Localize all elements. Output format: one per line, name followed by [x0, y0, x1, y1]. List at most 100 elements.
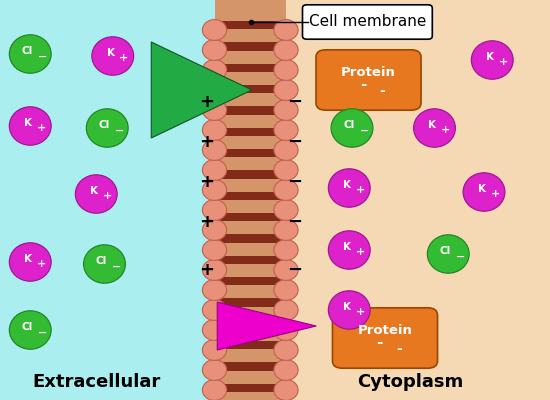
Text: +: + [499, 58, 508, 68]
Ellipse shape [328, 291, 370, 329]
Text: +: + [103, 192, 112, 202]
Text: +: + [356, 247, 365, 258]
Ellipse shape [274, 220, 298, 240]
Ellipse shape [471, 41, 513, 79]
Text: Cytoplasm: Cytoplasm [356, 373, 463, 391]
Ellipse shape [274, 380, 298, 400]
Bar [0, 0, 250, 400]
Ellipse shape [414, 109, 455, 147]
Ellipse shape [202, 40, 227, 60]
Bar [218, 298, 283, 307]
Ellipse shape [274, 40, 298, 60]
Bar [218, 106, 283, 115]
Ellipse shape [274, 160, 298, 180]
Bar [218, 362, 283, 371]
Text: K: K [107, 48, 114, 58]
Text: K: K [90, 186, 98, 196]
Ellipse shape [274, 300, 298, 320]
Text: −: − [287, 261, 302, 279]
Text: −: − [37, 51, 47, 61]
Ellipse shape [274, 240, 298, 260]
Bar [218, 320, 283, 328]
Ellipse shape [331, 109, 373, 147]
Text: +: + [119, 54, 128, 64]
Text: K: K [478, 184, 486, 194]
Ellipse shape [274, 200, 298, 220]
Ellipse shape [274, 180, 298, 200]
Ellipse shape [274, 100, 298, 120]
Bar [218, 256, 283, 264]
Bar [214, 0, 286, 400]
Ellipse shape [9, 311, 51, 349]
Text: Extracellular: Extracellular [32, 373, 161, 391]
Text: -: - [379, 84, 385, 98]
Text: −: − [37, 327, 47, 338]
Ellipse shape [9, 35, 51, 73]
Ellipse shape [202, 280, 227, 300]
Ellipse shape [202, 180, 227, 200]
Text: -: - [396, 342, 402, 356]
Text: Cell membrane: Cell membrane [309, 14, 426, 30]
Ellipse shape [274, 20, 298, 40]
Ellipse shape [274, 360, 298, 380]
Text: −: − [287, 213, 302, 231]
Ellipse shape [202, 300, 227, 320]
Bar [218, 277, 283, 285]
Text: −: − [112, 262, 122, 271]
Bar [218, 21, 283, 29]
Text: Cl: Cl [96, 256, 107, 266]
Ellipse shape [202, 260, 227, 280]
Ellipse shape [86, 109, 128, 147]
Text: K: K [343, 242, 351, 252]
Text: −: − [287, 93, 302, 111]
Text: Cl: Cl [21, 46, 32, 56]
Polygon shape [217, 302, 316, 350]
Ellipse shape [274, 140, 298, 160]
Ellipse shape [202, 360, 227, 380]
Ellipse shape [328, 169, 370, 207]
Text: Protein: Protein [358, 324, 412, 336]
Text: −: − [455, 252, 465, 262]
Text: +: + [199, 173, 214, 191]
Text: K: K [24, 118, 32, 128]
Text: −: − [114, 125, 124, 135]
Text: +: + [199, 261, 214, 279]
Ellipse shape [202, 100, 227, 120]
Bar [218, 384, 283, 392]
Ellipse shape [202, 320, 227, 340]
FancyBboxPatch shape [302, 5, 432, 39]
Text: Cl: Cl [343, 120, 354, 130]
Ellipse shape [463, 173, 505, 211]
Ellipse shape [202, 220, 227, 240]
Bar [218, 192, 283, 200]
Ellipse shape [84, 245, 125, 283]
Ellipse shape [202, 140, 227, 160]
Text: +: + [441, 125, 450, 135]
Ellipse shape [202, 120, 227, 140]
Text: +: + [199, 213, 214, 231]
Text: +: + [199, 93, 214, 111]
Text: Protein: Protein [341, 66, 396, 78]
Text: +: + [356, 307, 365, 318]
Bar [218, 85, 283, 93]
Ellipse shape [202, 340, 227, 360]
Bar [218, 213, 283, 221]
Bar [250, 0, 550, 400]
Ellipse shape [274, 60, 298, 80]
Ellipse shape [328, 231, 370, 269]
Bar [218, 149, 283, 157]
Text: −: − [287, 133, 302, 151]
Bar [218, 128, 283, 136]
Ellipse shape [274, 80, 298, 100]
Polygon shape [151, 42, 252, 138]
Text: -: - [360, 77, 366, 92]
Ellipse shape [9, 107, 51, 145]
Bar [218, 42, 283, 51]
Bar [218, 341, 283, 349]
Ellipse shape [427, 235, 469, 273]
Ellipse shape [75, 175, 117, 213]
Text: K: K [343, 302, 351, 312]
Text: +: + [199, 133, 214, 151]
Bar [218, 170, 283, 179]
Text: Cl: Cl [98, 120, 109, 130]
